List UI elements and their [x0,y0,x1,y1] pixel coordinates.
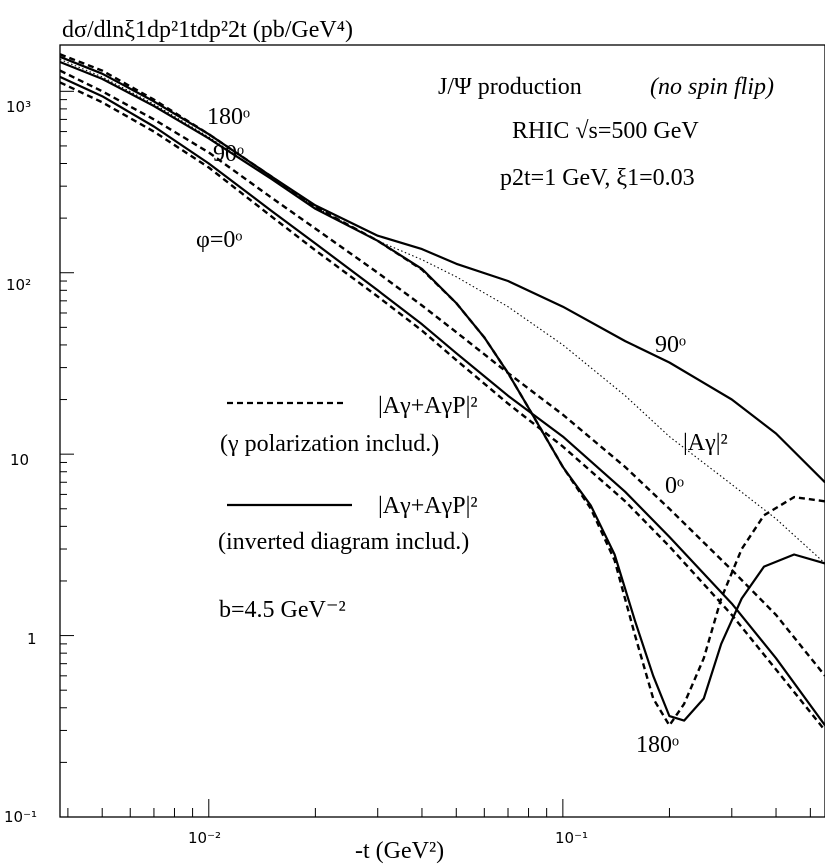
label-0-right: 0ᵒ [665,473,684,499]
chart-title: dσ/dlnξ1dp²1tdp²2t (pb/GeV⁴) [62,17,353,43]
y-tick-label-0.1: 10⁻¹ [4,808,37,826]
y-tick-label-1000: 10³ [6,98,31,116]
series-line-1 [59,58,825,564]
minor-ticks [60,90,811,818]
label-90-right: 90ᵒ [655,332,686,358]
plot-frame [59,44,825,818]
x-axis-label: -t (GeV²) [355,838,444,864]
y-tick-label-1: 1 [27,630,37,648]
y-tick-label-10: 10 [10,451,29,469]
annotation-energy: RHIC √s=500 GeV [512,118,699,144]
legend-solid-note: (inverted diagram includ.) [218,529,469,555]
legend-dashed-formula: |Aγ+AγP|² [378,393,478,419]
legend-lines [227,401,352,507]
legend-solid-formula: |Aγ+AγP|² [378,493,478,519]
label-180-top: 180ᵒ [207,104,250,130]
series-line-7 [59,81,825,732]
series-line-2 [59,55,825,484]
label-agamma: |Aγ|² [683,430,728,456]
label-180-bottom: 180ᵒ [636,732,679,758]
x-tick-label-0.01: 10⁻² [188,829,221,847]
series-line-3 [59,60,825,722]
label-90-top: 90ᵒ [213,141,244,167]
annotation-process-note: (no spin flip) [650,74,774,100]
annotation-kinematics: p2t=1 GeV, ξ1=0.03 [500,165,695,191]
y-tick-label-100: 10² [6,276,31,294]
series-line-6 [59,69,825,677]
curves [59,53,825,732]
series-line-5 [59,75,825,727]
annotation-slope: b=4.5 GeV⁻² [219,597,346,623]
legend-dashed-note: (γ polarization includ.) [220,431,439,457]
label-phi0: φ=0ᵒ [196,227,242,253]
series-line-4 [59,53,825,727]
x-tick-label-0.1: 10⁻¹ [555,829,588,847]
annotation-process: J/Ψ production [438,74,582,100]
